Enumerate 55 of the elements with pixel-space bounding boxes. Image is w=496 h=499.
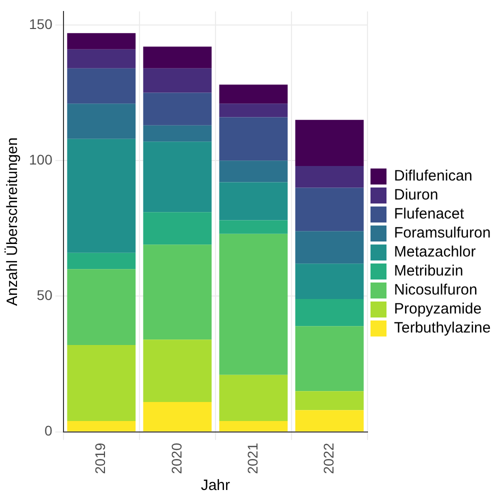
bar bbox=[219, 104, 288, 118]
bar bbox=[295, 326, 364, 392]
bar bbox=[143, 68, 212, 93]
bar bbox=[67, 68, 136, 104]
legend-label: Foramsulfuron bbox=[394, 224, 491, 242]
x-tick-label: 2021 bbox=[244, 442, 260, 474]
legend-label: Flufenacet bbox=[394, 206, 465, 223]
legend-label: Metazachlor bbox=[394, 244, 476, 261]
legend-label: Metribuzin bbox=[394, 262, 464, 280]
bar bbox=[67, 269, 136, 346]
bar bbox=[295, 391, 364, 410]
x-axis-title: Jahr bbox=[200, 477, 230, 494]
bar bbox=[67, 138, 136, 253]
bar bbox=[219, 84, 288, 104]
legend-label: Propyzamide bbox=[394, 300, 482, 318]
legend-label: Diflufenican bbox=[394, 168, 472, 185]
bar bbox=[219, 160, 288, 182]
y-tick-label: 100 bbox=[29, 151, 53, 168]
bar bbox=[295, 298, 364, 326]
legend-label: Nicosulfuron bbox=[394, 282, 478, 299]
bar bbox=[67, 345, 136, 422]
bar bbox=[219, 234, 288, 375]
bar bbox=[219, 421, 288, 432]
bar bbox=[67, 33, 136, 50]
bar bbox=[295, 188, 364, 232]
bar bbox=[295, 166, 364, 188]
y-tick-label: 150 bbox=[29, 16, 53, 32]
y-tick-label: 0 bbox=[44, 422, 53, 439]
bar bbox=[143, 244, 212, 340]
bar bbox=[295, 120, 364, 166]
bar bbox=[143, 46, 212, 68]
bar bbox=[295, 410, 364, 432]
y-tick-label: 50 bbox=[36, 287, 53, 304]
bar bbox=[67, 49, 136, 68]
bar bbox=[67, 421, 136, 432]
bar bbox=[143, 142, 212, 212]
bar bbox=[219, 220, 288, 234]
x-tick-label: 2022 bbox=[320, 442, 336, 474]
bar bbox=[295, 264, 364, 299]
x-tick-label: 2019 bbox=[92, 442, 108, 474]
y-axis-title: Anzahl Überschreitungen bbox=[4, 137, 22, 306]
bar bbox=[219, 117, 288, 161]
legend-label: Terbuthylazine bbox=[394, 320, 491, 337]
bar bbox=[67, 104, 136, 139]
bar bbox=[143, 125, 212, 142]
bar bbox=[143, 402, 212, 432]
bar bbox=[143, 92, 212, 126]
bar bbox=[295, 231, 364, 264]
legend-label: Diuron bbox=[394, 186, 438, 204]
bar bbox=[143, 340, 212, 402]
bar bbox=[67, 252, 136, 270]
bar bbox=[219, 374, 288, 422]
bar bbox=[143, 212, 212, 245]
x-tick-label: 2020 bbox=[168, 442, 184, 474]
bar bbox=[219, 182, 288, 220]
